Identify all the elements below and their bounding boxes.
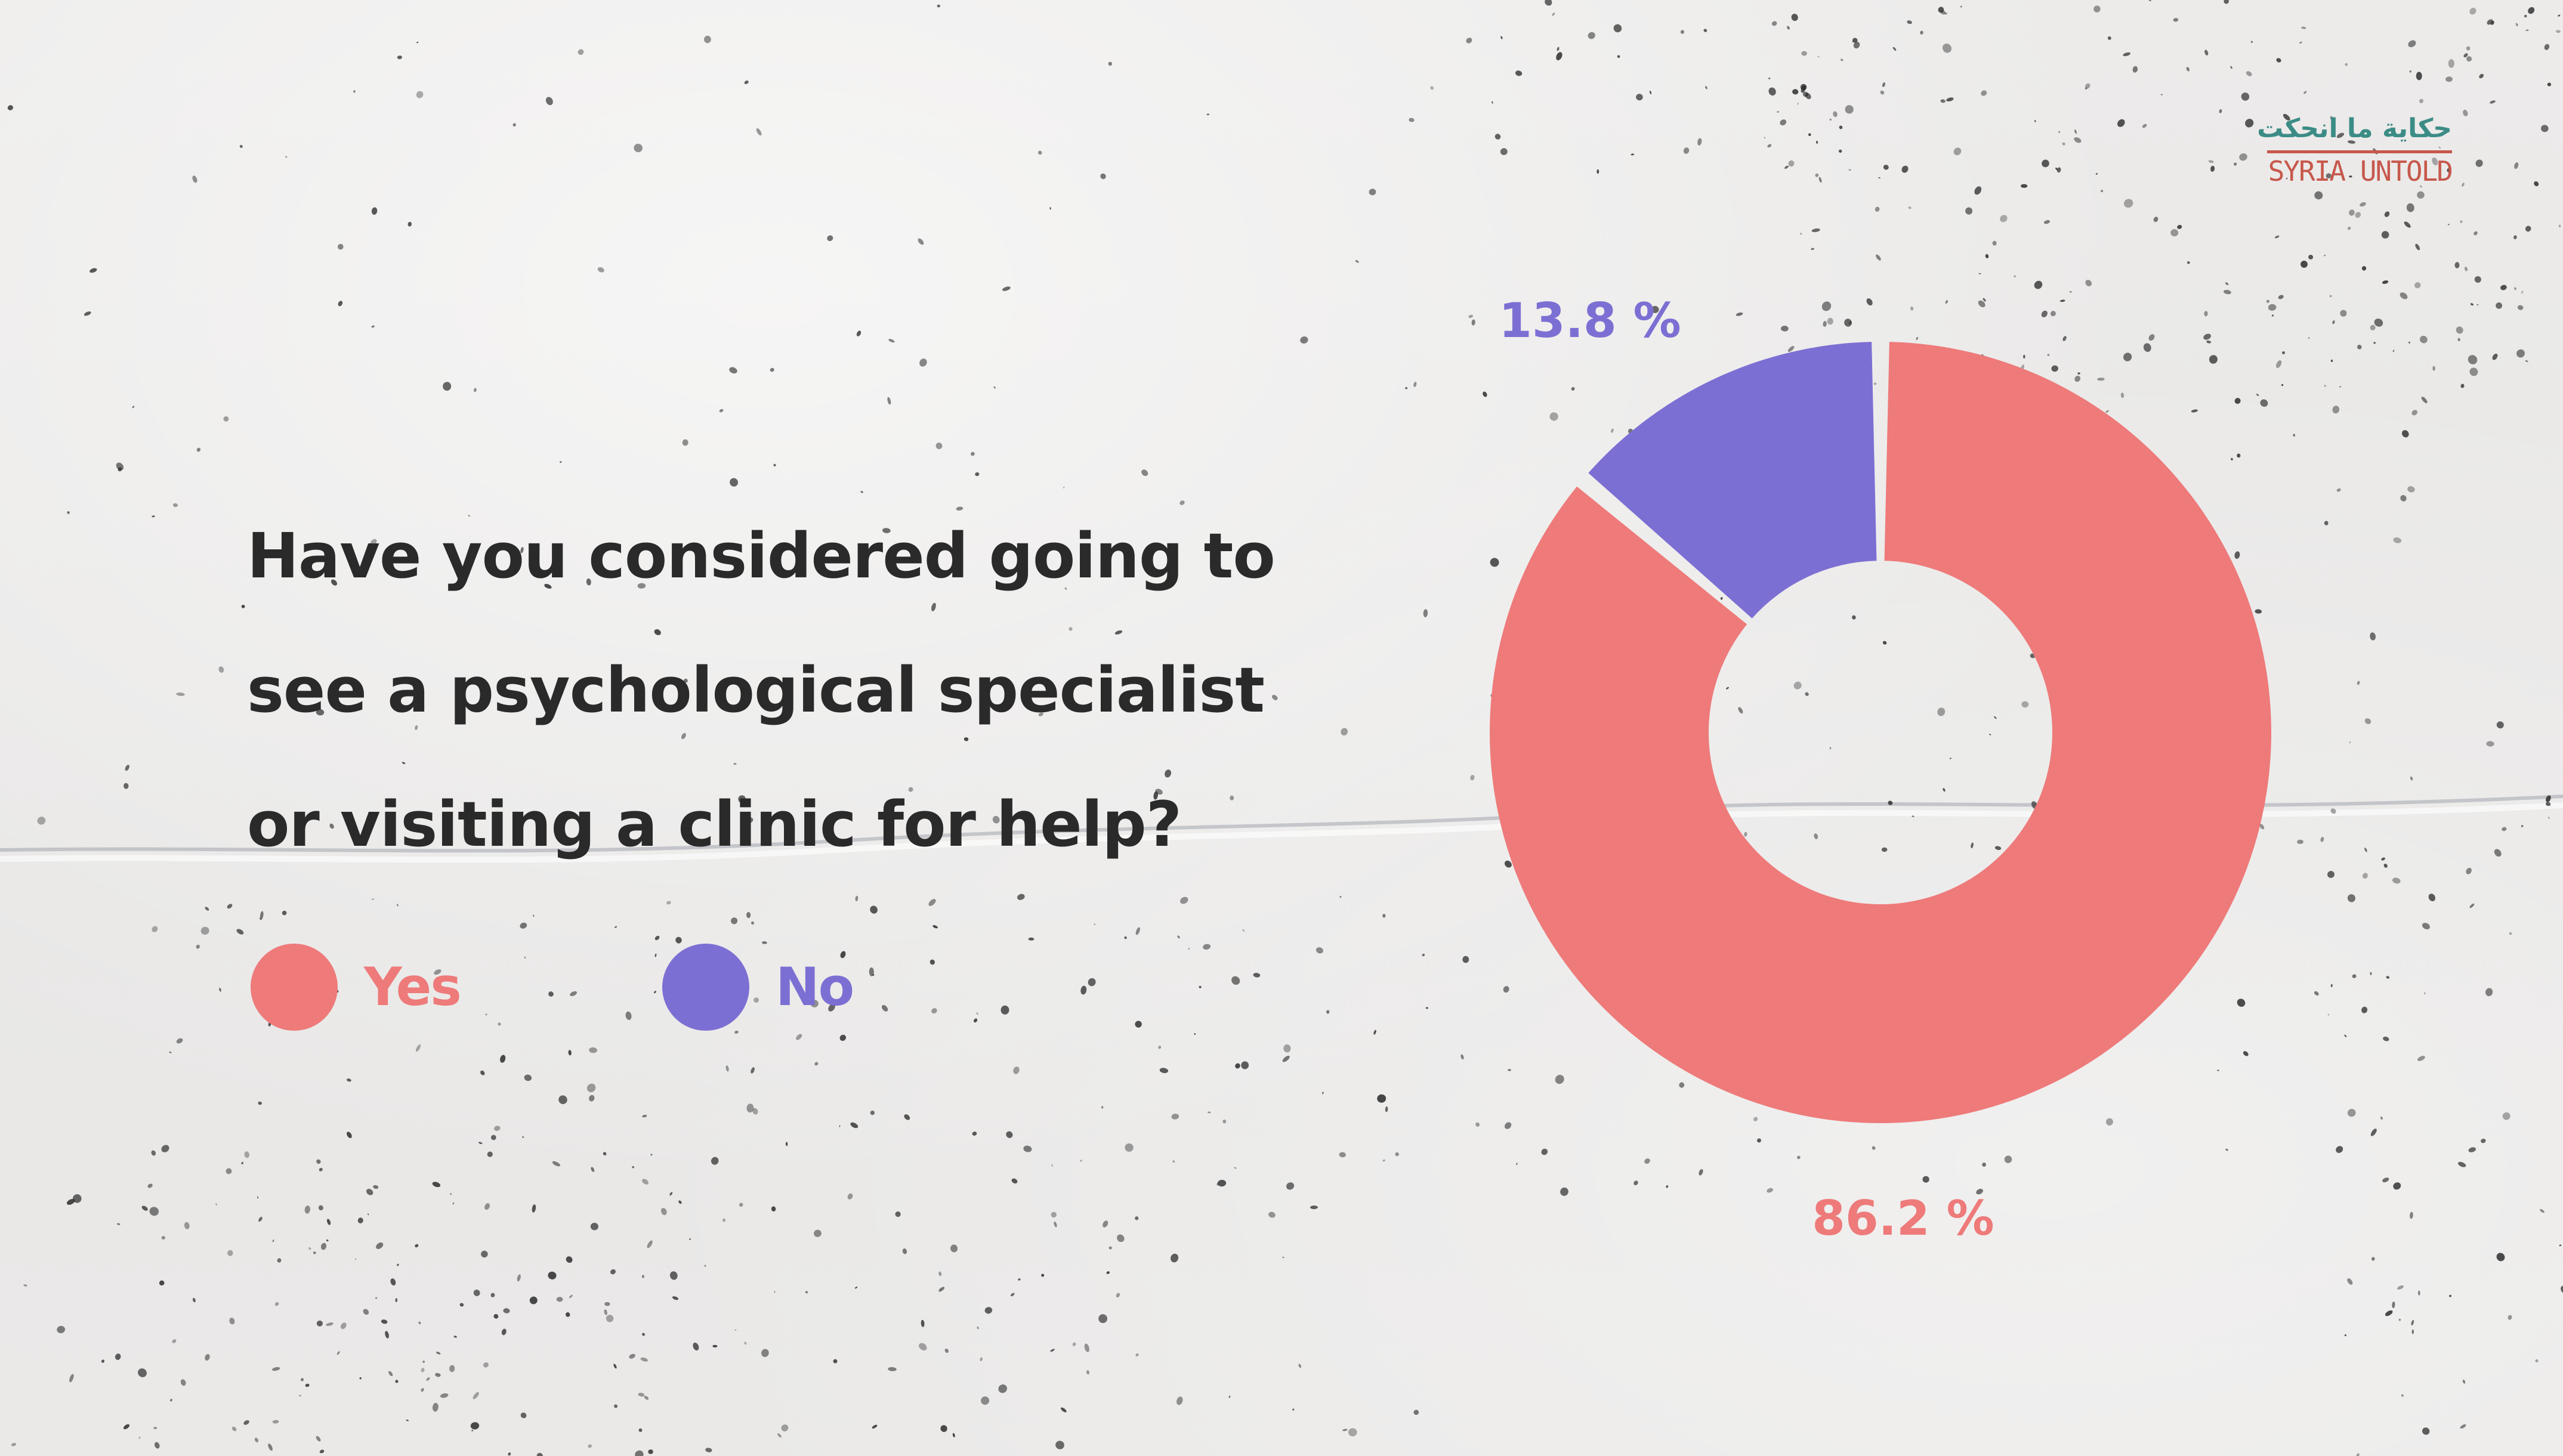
question-line-1: Have you considered going to xyxy=(247,520,1276,592)
legend-label-no: No xyxy=(776,956,854,1018)
donut-slice-no xyxy=(1588,342,1877,619)
logo-arabic-text: حكاية ما انحكت xyxy=(2257,113,2452,144)
data-label-no: 13.8 % xyxy=(1499,293,1681,348)
legend-swatch-yes xyxy=(251,944,338,1031)
legend-swatch-no xyxy=(662,944,749,1031)
data-label-yes: 86.2 % xyxy=(1812,1191,1994,1246)
logo-rule xyxy=(2267,150,2452,153)
question-title: Have you considered going to see a psych… xyxy=(247,489,1321,892)
question-line-2: see a psychological specialist xyxy=(247,654,1265,727)
chart-legend: Yes No xyxy=(251,942,966,1032)
legend-label-yes: Yes xyxy=(364,956,462,1018)
donut-slice-yes xyxy=(1489,342,2271,1124)
logo-english-text: SYRIA UNTOLD xyxy=(2268,155,2453,187)
syria-untold-logo: حكاية ما انحكت SYRIA UNTOLD xyxy=(2255,113,2453,197)
question-line-3: or visiting a clinic for help? xyxy=(247,788,1182,861)
